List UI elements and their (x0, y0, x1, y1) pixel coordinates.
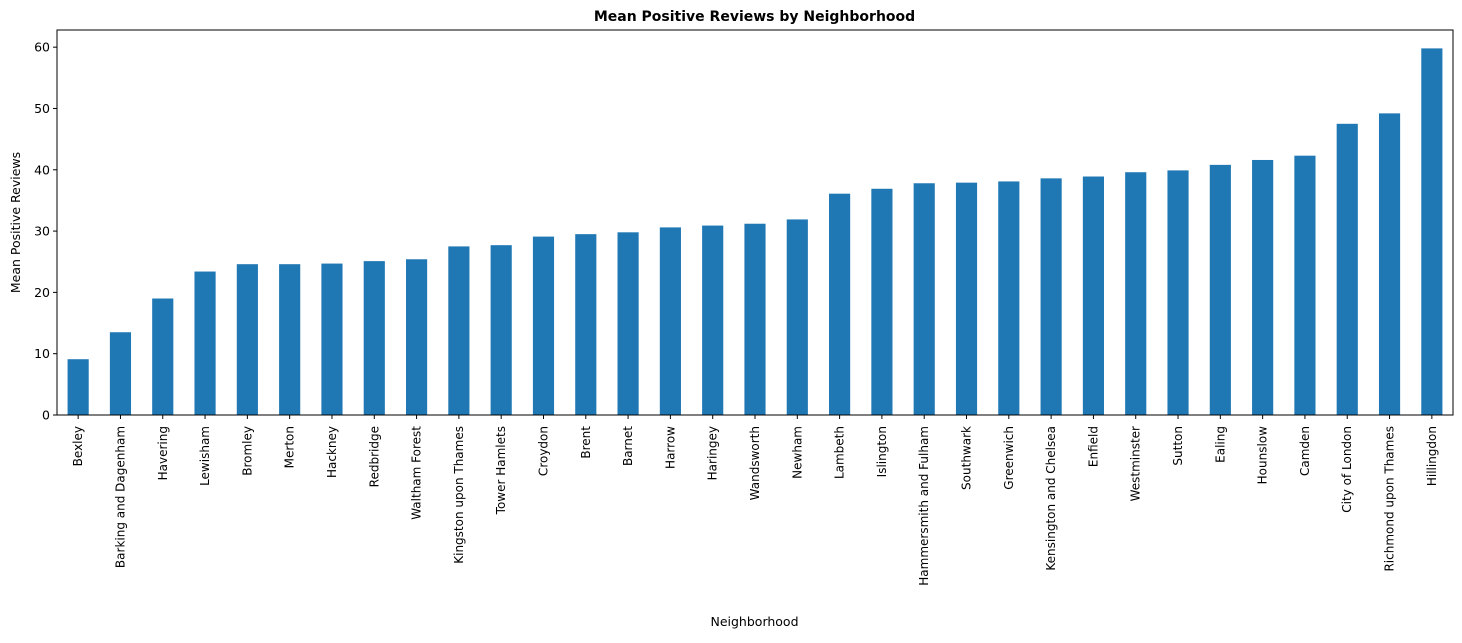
bar (1378, 113, 1401, 415)
x-tick-label: Wandsworth (748, 426, 762, 500)
bar (321, 263, 343, 415)
bars-layer (67, 48, 1443, 416)
bar (575, 234, 597, 415)
y-tick-label: 10 (34, 346, 50, 361)
bar (1252, 159, 1274, 415)
x-tick-label: Croydon (536, 426, 550, 476)
x-tick-label: Sutton (1171, 426, 1185, 466)
bar (1336, 123, 1358, 416)
x-tick-label: Haringey (706, 426, 720, 480)
x-tick-label: Brent (579, 426, 593, 459)
y-tick-label: 60 (34, 40, 50, 55)
bar (532, 236, 555, 415)
x-tick-label: Redbridge (367, 426, 381, 487)
bar (744, 223, 766, 415)
x-tick-label: Tower Hamlets (494, 426, 508, 515)
x-tick-label: Westminster (1129, 426, 1143, 501)
x-tick-label: Lewisham (198, 426, 212, 486)
bar (109, 332, 132, 415)
bar (829, 193, 851, 415)
bar (279, 264, 301, 415)
bar (659, 227, 681, 415)
x-tick-label: Camden (1298, 426, 1312, 476)
x-tick-label: Islington (875, 426, 889, 477)
x-tick-label: Waltham Forest (410, 426, 424, 520)
bar (236, 264, 258, 415)
y-axis-label: Mean Positive Reviews (8, 152, 23, 293)
x-tick-label: Richmond upon Thames (1383, 426, 1397, 572)
x-tick-label: Kensington and Chelsea (1044, 426, 1058, 571)
x-tick-label: Hillingdon (1425, 426, 1439, 486)
x-tick-label: Hounslow (1256, 426, 1270, 485)
bar (1421, 48, 1443, 415)
bar (1040, 178, 1062, 415)
bar (1294, 155, 1316, 415)
x-tick-label: Ealing (1213, 426, 1227, 463)
x-tick-label: Lambeth (833, 426, 847, 479)
bar (490, 245, 512, 415)
bar (406, 259, 428, 415)
y-tick-label: 30 (34, 224, 50, 239)
x-tick-label: City of London (1340, 426, 1354, 513)
bar (1167, 170, 1189, 415)
bar (1125, 172, 1147, 415)
x-tick-label: Merton (283, 426, 297, 468)
x-tick-label: Hammersmith and Fulham (917, 426, 931, 586)
bar (702, 225, 724, 415)
x-tick-label: Harrow (663, 426, 677, 469)
bar (913, 183, 935, 415)
x-tick-label: Bexley (71, 426, 85, 466)
x-tick-label: Barnet (621, 426, 635, 466)
bar (67, 359, 89, 415)
y-axis-ticks: 0 10 20 30 40 50 60 (34, 40, 57, 423)
x-tick-label: Southwark (960, 426, 974, 490)
x-axis-ticks: Bexley Barking and Dagenham Havering Lewish… (71, 415, 1439, 586)
bar (194, 271, 216, 415)
bar (1209, 164, 1231, 415)
bar (363, 261, 385, 415)
x-tick-label: Hackney (325, 426, 339, 478)
y-tick-label: 0 (42, 408, 50, 423)
x-axis-label: Neighborhood (710, 614, 798, 629)
x-tick-label: Enfield (1086, 426, 1100, 467)
y-tick-label: 40 (34, 162, 50, 177)
bar (786, 219, 808, 415)
y-tick-label: 50 (34, 101, 50, 116)
chart-title: Mean Positive Reviews by Neighborhood (594, 9, 915, 25)
x-tick-label: Barking and Dagenham (113, 426, 127, 568)
x-tick-label: Kingston upon Thames (452, 426, 466, 564)
bar (617, 232, 639, 415)
bar (1082, 176, 1104, 415)
bar (871, 188, 893, 415)
x-tick-label: Greenwich (1002, 426, 1016, 490)
x-tick-label: Newham (790, 426, 804, 479)
x-tick-label: Bromley (240, 426, 254, 476)
y-tick-label: 20 (34, 285, 50, 300)
bar (955, 182, 978, 415)
bar (448, 246, 470, 415)
bar (998, 181, 1020, 415)
x-tick-label: Havering (156, 426, 170, 480)
bar (152, 298, 174, 415)
